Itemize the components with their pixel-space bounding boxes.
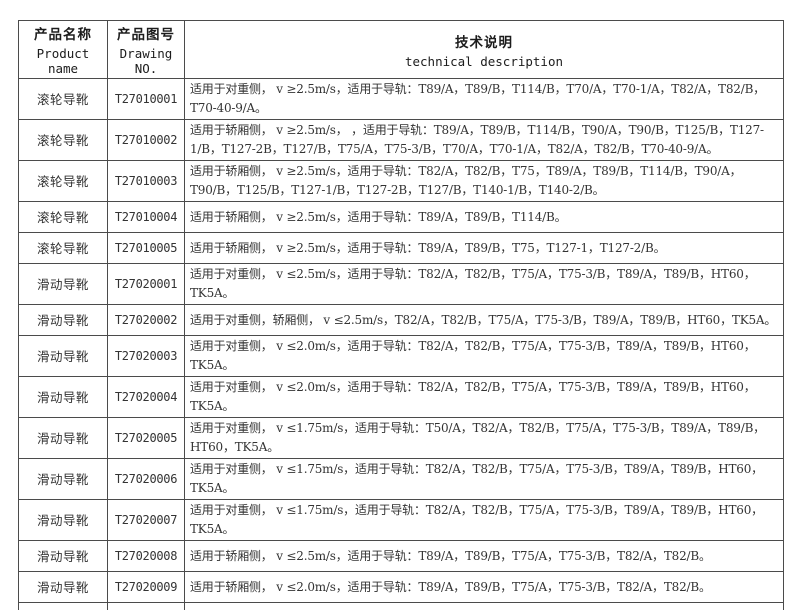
drawing-no-cell: T27020001: [107, 263, 185, 305]
col-header-technical-description-en: technical description: [404, 53, 564, 69]
description-cell: 适用于轿厢侧， v ≥2.5m/s， ，适用于导轨：T89/A，T89/B，T1…: [184, 119, 784, 161]
product-name-cell: 滑动导靴: [18, 263, 108, 305]
product-name-cell: 滚轮导靴: [18, 201, 108, 233]
table-row: 滚轮导靴 T27010003 适用于轿厢侧， v ≥2.5m/s，适用于导轨：T82…: [18, 160, 784, 202]
table-row: 滑动导靴 T27020003 适用于对重侧， v ≤2.0m/s，适用于导轨：T82…: [18, 335, 784, 377]
drawing-no-cell: T27020006: [107, 458, 185, 500]
product-name-cell: 滚轮导靴: [18, 160, 108, 202]
col-header-drawing-no: 产品图号 Drawing NO.: [107, 20, 185, 79]
table-row: 滑动导靴 T27020001 适用于对重侧， v ≤2.5m/s，适用于导轨：T82…: [18, 263, 784, 305]
description-cell: 适用于轿厢侧， v ≤2.0m/s，适用于导轨：T89/A，T89/B，T75/…: [184, 571, 784, 603]
table-row: 滑动导靴T27020010适用于轿厢侧， v ≤2.0m/s，适用于导轨：T89…: [18, 602, 784, 610]
table-row: 滚轮导靴 T27010001 适用于对重侧， v ≥2.5m/s，适用于导轨：T89…: [18, 78, 784, 120]
description-cell: 适用于对重侧， v ≤2.0m/s，适用于导轨：T82/A，T82/B，T75/…: [184, 335, 784, 377]
drawing-no-cell: T27010002: [107, 119, 185, 161]
product-name-cell: 滑动导靴: [18, 499, 108, 541]
table-row: 滚轮导靴 T27010005 适用于轿厢侧， v ≥2.5m/s，适用于导轨：T89…: [18, 232, 784, 264]
product-name-cell: 滚轮导靴: [18, 119, 108, 161]
table-row: 滑动导靴 T27020007 适用于对重侧， v ≤1.75m/s，适用于导轨：T8…: [18, 499, 784, 541]
description-cell: 适用于轿厢侧， v ≤2.0m/s，适用于导轨：T89/A，T89/B，T75/…: [184, 602, 784, 610]
product-name-cell: 滑动导靴: [18, 540, 108, 572]
drawing-no-cell: T27020010: [107, 602, 185, 610]
product-name-cell: 滑动导靴: [18, 376, 108, 418]
table-row: 滚轮导靴 T27010004 适用于轿厢侧， v ≥2.5m/s，适用于导轨：T89…: [18, 201, 784, 233]
description-cell: 适用于对重侧， v ≤2.5m/s，适用于导轨：T82/A，T82/B，T75/…: [184, 263, 784, 305]
description-cell: 适用于对重侧， v ≤1.75m/s，适用于导轨：T50/A，T82/A，T82…: [184, 417, 784, 459]
product-name-cell: 滑动导靴: [18, 335, 108, 377]
product-name-cell: 滚轮导靴: [18, 78, 108, 120]
table-row: 滑动导靴 T27020002 适用于对重侧，轿厢侧， v ≤2.5m/s，T82/A…: [18, 304, 784, 336]
table-row: 滑动导靴 T27020009 适用于轿厢侧， v ≤2.0m/s，适用于导轨：T89…: [18, 571, 784, 603]
col-header-drawing-no-en: Drawing NO.: [119, 46, 173, 76]
col-header-product-name: 产品名称 Product name: [18, 20, 108, 79]
col-header-product-name-en: Product name: [36, 46, 90, 76]
description-cell: 适用于轿厢侧， v ≥2.5m/s，适用于导轨：T82/A，T82/B，T75，…: [184, 160, 784, 202]
drawing-no-cell: T27010003: [107, 160, 185, 202]
drawing-no-cell: T27020007: [107, 499, 185, 541]
table-row: 滑动导靴 T27020004 适用于对重侧， v ≤2.0m/s，适用于导轨：T82…: [18, 376, 784, 418]
header-row: 产品名称 Product name 产品图号 Drawing NO. 技术说明 …: [18, 20, 784, 79]
drawing-no-cell: T27020002: [107, 304, 185, 336]
table-row: 滚轮导靴 T27010002 适用于轿厢侧， v ≥2.5m/s， ，适用于导轨：T…: [18, 119, 784, 161]
description-cell: 适用于对重侧， v ≤1.75m/s，适用于导轨：T82/A，T82/B，T75…: [184, 458, 784, 500]
product-name-cell: 滑动导靴: [18, 417, 108, 459]
description-cell: 适用于对重侧，轿厢侧， v ≤2.5m/s，T82/A，T82/B，T75/A，…: [184, 304, 784, 336]
drawing-no-cell: T27020004: [107, 376, 185, 418]
col-header-drawing-no-zh: 产品图号: [117, 27, 175, 43]
drawing-no-cell: T27020003: [107, 335, 185, 377]
drawing-no-cell: T27010005: [107, 232, 185, 264]
drawing-no-cell: T27020009: [107, 571, 185, 603]
product-name-cell: 滑动导靴: [18, 602, 108, 610]
drawing-no-cell: T27020008: [107, 540, 185, 572]
description-cell: 适用于对重侧， v ≤2.0m/s，适用于导轨：T82/A，T82/B，T75/…: [184, 376, 784, 418]
drawing-no-cell: T27020005: [107, 417, 185, 459]
drawing-no-cell: T27010004: [107, 201, 185, 233]
product-name-cell: 滑动导靴: [18, 304, 108, 336]
col-header-technical-description: 技术说明 technical description: [184, 20, 784, 79]
col-header-technical-description-zh: 技术说明: [455, 34, 513, 51]
product-name-cell: 滚轮导靴: [18, 232, 108, 264]
description-cell: 适用于对重侧， v ≤1.75m/s，适用于导轨：T82/A，T82/B，T75…: [184, 499, 784, 541]
description-cell: 适用于轿厢侧， v ≤2.5m/s，适用于导轨：T89/A，T89/B，T75/…: [184, 540, 784, 572]
drawing-no-cell: T27010001: [107, 78, 185, 120]
product-spec-table: 产品名称 Product name 产品图号 Drawing NO. 技术说明 …: [18, 20, 784, 610]
description-cell: 适用于轿厢侧， v ≥2.5m/s，适用于导轨：T89/A，T89/B，T75，…: [184, 232, 784, 264]
table-row: 滑动导靴 T27020006 适用于对重侧， v ≤1.75m/s，适用于导轨：T8…: [18, 458, 784, 500]
description-cell: 适用于轿厢侧， v ≥2.5m/s，适用于导轨：T89/A，T89/B，T114…: [184, 201, 784, 233]
table-row: 滑动导靴 T27020008 适用于轿厢侧， v ≤2.5m/s，适用于导轨：T89…: [18, 540, 784, 572]
description-cell: 适用于对重侧， v ≥2.5m/s，适用于导轨：T89/A，T89/B，T114…: [184, 78, 784, 120]
table-row: 滑动导靴 T27020005 适用于对重侧， v ≤1.75m/s，适用于导轨：T5…: [18, 417, 784, 459]
product-name-cell: 滑动导靴: [18, 458, 108, 500]
col-header-product-name-zh: 产品名称: [34, 27, 92, 43]
product-name-cell: 滑动导靴: [18, 571, 108, 603]
